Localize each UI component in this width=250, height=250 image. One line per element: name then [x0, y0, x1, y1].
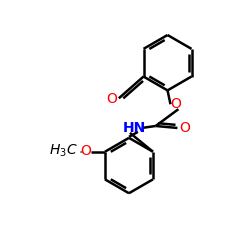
Text: O: O: [81, 144, 92, 158]
Text: O: O: [179, 121, 190, 135]
Text: O: O: [106, 92, 117, 106]
Text: O: O: [170, 97, 181, 111]
Text: $H_3C$: $H_3C$: [49, 142, 78, 159]
Text: HN: HN: [122, 121, 146, 135]
